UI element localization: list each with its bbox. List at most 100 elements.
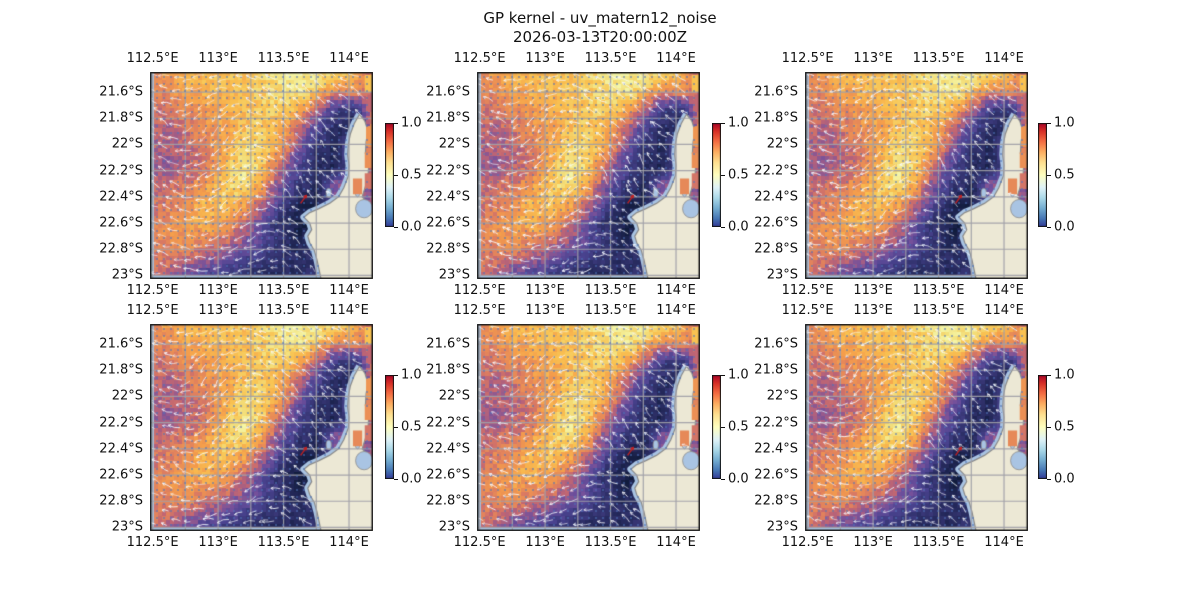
colorbar-canvas [712, 123, 721, 227]
lat-tick-label: 22.4°S [99, 441, 143, 457]
lon-tick-label-top: 114°E [984, 303, 1024, 318]
lon-tick-label-top: 113°E [198, 51, 238, 66]
map-canvas [150, 72, 373, 279]
colorbar-tick-label: 1.0 [728, 367, 749, 383]
colorbar-tick-mark [1047, 375, 1051, 377]
lon-tick-label-top: 112.5°E [453, 303, 506, 318]
figure-title: GP kernel - uv_matern12_noise [483, 9, 717, 27]
lon-tick-label-top: 114°E [656, 51, 696, 66]
lon-tick-label-bottom: 113.5°E [912, 283, 965, 298]
map-canvas [477, 72, 700, 279]
lon-tick-label-bottom: 113.5°E [584, 283, 637, 298]
colorbar-tick-mark [721, 427, 725, 429]
colorbar-tick-mark [1047, 479, 1051, 481]
lat-tick-label: 22.4°S [99, 189, 143, 205]
colorbar-tick-label: 1.0 [401, 115, 422, 131]
colorbar-tick-label: 0.0 [728, 219, 749, 235]
colorbar-tick-mark [394, 479, 398, 481]
lon-tick-label-bottom: 113.5°E [584, 535, 637, 550]
colorbar-tick-mark [721, 175, 725, 177]
colorbar-tick-mark [394, 375, 398, 377]
lon-tick-label-bottom: 114°E [329, 535, 369, 550]
lat-tick-label: 23°S [766, 267, 798, 283]
colorbar-tick-mark [1047, 427, 1051, 429]
lat-tick-label: 23°S [438, 519, 470, 535]
lat-tick-label: 22°S [438, 136, 470, 152]
lon-tick-label-bottom: 113.5°E [912, 535, 965, 550]
colorbar-tick-label: 0.0 [1054, 471, 1075, 487]
lon-tick-label-bottom: 113°E [853, 283, 893, 298]
lat-tick-label: 21.8°S [426, 110, 470, 126]
lat-tick-label: 22.2°S [426, 415, 470, 431]
lat-tick-label: 23°S [111, 267, 143, 283]
lon-tick-label-top: 114°E [656, 303, 696, 318]
lon-tick-label-top: 112.5°E [126, 303, 179, 318]
lon-tick-label-bottom: 112.5°E [453, 283, 506, 298]
lat-tick-label: 22.6°S [99, 467, 143, 483]
colorbar-tick-label: 1.0 [728, 115, 749, 131]
lat-tick-label: 22°S [111, 388, 143, 404]
map-canvas [805, 324, 1028, 531]
lon-tick-label-top: 112.5°E [781, 51, 834, 66]
map-canvas [150, 324, 373, 531]
lon-tick-label-bottom: 114°E [656, 283, 696, 298]
lat-tick-label: 21.6°S [754, 336, 798, 352]
colorbar-tick-mark [394, 175, 398, 177]
lat-tick-label: 22.6°S [754, 215, 798, 231]
lat-tick-label: 22.8°S [426, 241, 470, 257]
colorbar-tick-mark [1047, 175, 1051, 177]
lat-tick-label: 22.8°S [754, 493, 798, 509]
lon-tick-label-top: 112.5°E [781, 303, 834, 318]
lon-tick-label-bottom: 114°E [656, 535, 696, 550]
lon-tick-label-top: 113.5°E [912, 303, 965, 318]
lon-tick-label-top: 113.5°E [257, 51, 310, 66]
lon-tick-label-top: 113°E [525, 51, 565, 66]
lat-tick-label: 22.2°S [754, 163, 798, 179]
colorbar-tick-mark [1047, 227, 1051, 229]
lat-tick-label: 23°S [111, 519, 143, 535]
colorbar-tick-label: 0.5 [728, 167, 749, 183]
colorbar-tick-label: 0.5 [401, 419, 422, 435]
colorbar-tick-label: 0.5 [728, 419, 749, 435]
lon-tick-label-bottom: 113°E [525, 283, 565, 298]
lat-tick-label: 22.4°S [754, 441, 798, 457]
lat-tick-label: 21.6°S [754, 84, 798, 100]
lon-tick-label-bottom: 114°E [329, 283, 369, 298]
colorbar-tick-label: 0.5 [401, 167, 422, 183]
lon-tick-label-bottom: 112.5°E [453, 535, 506, 550]
lat-tick-label: 22.8°S [99, 493, 143, 509]
lat-tick-label: 21.8°S [754, 362, 798, 378]
lon-tick-label-bottom: 113.5°E [257, 283, 310, 298]
lat-tick-label: 22.8°S [754, 241, 798, 257]
lat-tick-label: 23°S [438, 267, 470, 283]
lat-tick-label: 22.6°S [99, 215, 143, 231]
lat-tick-label: 21.8°S [754, 110, 798, 126]
lat-tick-label: 22.4°S [426, 441, 470, 457]
colorbar-tick-mark [394, 227, 398, 229]
lon-tick-label-top: 112.5°E [453, 51, 506, 66]
lon-tick-label-bottom: 113°E [525, 535, 565, 550]
lon-tick-label-top: 113.5°E [584, 51, 637, 66]
lon-tick-label-bottom: 113°E [853, 535, 893, 550]
colorbar-tick-label: 1.0 [1054, 367, 1075, 383]
lat-tick-label: 22.4°S [426, 189, 470, 205]
colorbar-canvas [385, 375, 394, 479]
lon-tick-label-top: 112.5°E [126, 51, 179, 66]
lat-tick-label: 21.8°S [99, 362, 143, 378]
lon-tick-label-bottom: 112.5°E [781, 283, 834, 298]
colorbar-tick-label: 0.0 [1054, 219, 1075, 235]
lon-tick-label-bottom: 113.5°E [257, 535, 310, 550]
lat-tick-label: 22°S [766, 136, 798, 152]
lon-tick-label-top: 114°E [984, 51, 1024, 66]
lat-tick-label: 21.6°S [99, 336, 143, 352]
lat-tick-label: 23°S [766, 519, 798, 535]
lat-tick-label: 22.6°S [426, 467, 470, 483]
colorbar-tick-mark [394, 427, 398, 429]
lat-tick-label: 22.2°S [99, 415, 143, 431]
lat-tick-label: 21.6°S [99, 84, 143, 100]
map-canvas [477, 324, 700, 531]
lon-tick-label-top: 113.5°E [257, 303, 310, 318]
lat-tick-label: 22.4°S [754, 189, 798, 205]
lat-tick-label: 21.6°S [426, 84, 470, 100]
